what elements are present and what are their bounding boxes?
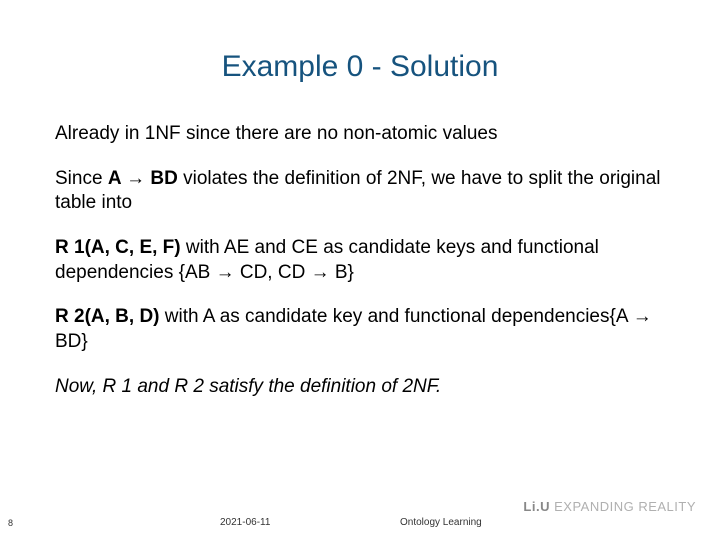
- para-violation: Since A → BD violates the definition of …: [55, 167, 665, 216]
- logo-brand: Li.U: [523, 499, 550, 514]
- para-1nf: Already in 1NF since there are no non-at…: [55, 122, 665, 147]
- page-number: 8: [8, 518, 13, 528]
- para-conclusion: Now, R 1 and R 2 satisfy the definition …: [55, 375, 665, 400]
- r1-schema: R 1(A, C, E, F): [55, 237, 181, 258]
- r2-schema: R 2(A, B, D): [55, 306, 160, 327]
- logo: Li.U EXPANDING REALITY: [523, 499, 696, 514]
- fd-a-bd: A → BD: [108, 168, 178, 189]
- para-violation-pre: Since: [55, 168, 108, 189]
- footer-date: 2021-06-11: [220, 517, 270, 528]
- slide-title: Example 0 - Solution: [55, 50, 665, 84]
- footer-topic: Ontology Learning: [400, 517, 482, 528]
- slide: Example 0 - Solution Already in 1NF sinc…: [0, 0, 720, 540]
- para-r2: R 2(A, B, D) with A as candidate key and…: [55, 305, 665, 354]
- logo-tagline: EXPANDING REALITY: [550, 499, 696, 514]
- slide-body: Already in 1NF since there are no non-at…: [55, 122, 665, 400]
- para-r1: R 1(A, C, E, F) with AE and CE as candid…: [55, 236, 665, 285]
